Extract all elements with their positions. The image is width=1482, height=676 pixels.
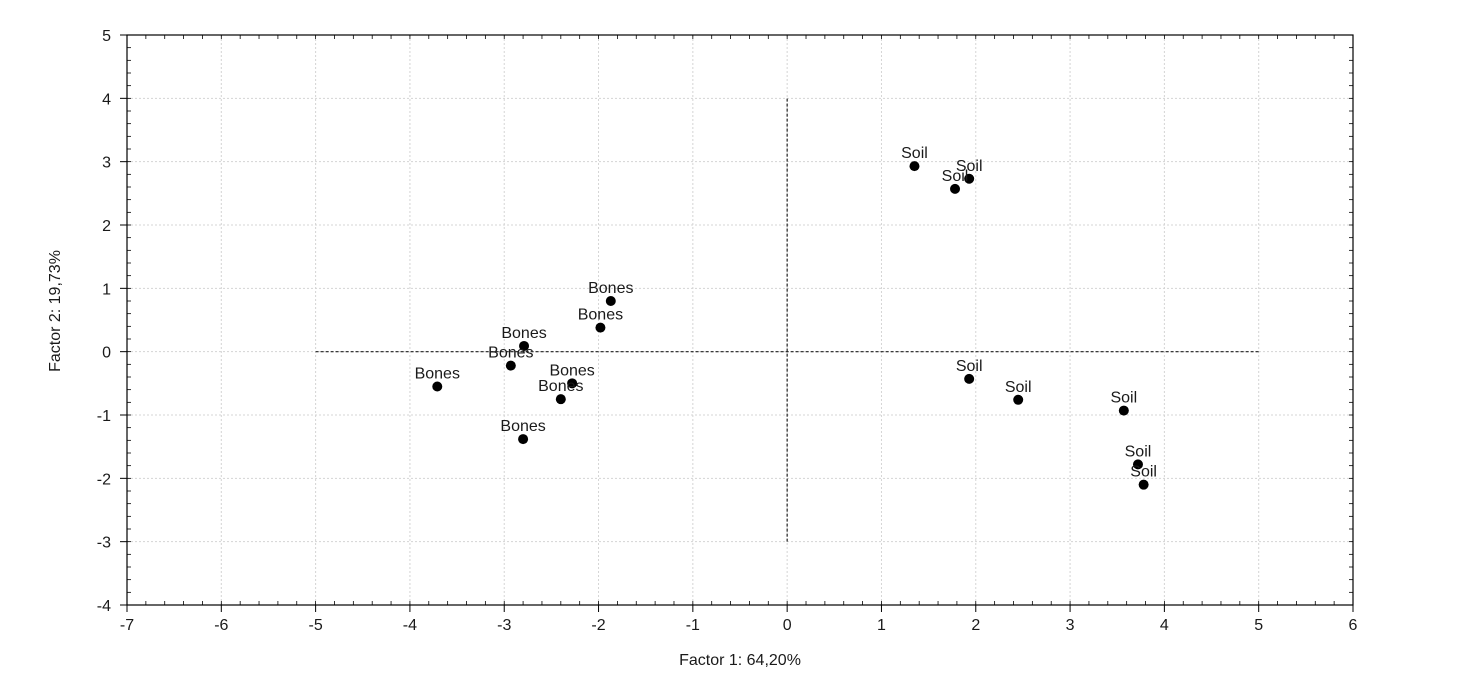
point-label-bones: Bones: [549, 362, 594, 379]
x-tick-label: -7: [120, 617, 134, 634]
data-point-soil: [964, 173, 975, 184]
y-tick-label: -3: [97, 535, 111, 552]
data-point-soil: [1132, 459, 1143, 470]
data-point-soil: [1138, 479, 1149, 490]
x-tick-label: 4: [1160, 617, 1169, 634]
x-tick-label: 0: [783, 617, 792, 634]
y-tick-label: 5: [102, 28, 111, 45]
x-axis-ticks: -7 -6 -5 -4 -3 -2 -1 0 1 2 3 4 5 6: [120, 605, 1358, 634]
x-tick-label: -1: [686, 617, 700, 634]
point-label-soil: Soil: [1130, 464, 1157, 481]
point-label-soil: Soil: [942, 168, 969, 185]
x-tick-label: 6: [1349, 617, 1358, 634]
point-label-soil: Soil: [901, 145, 928, 162]
point-label-bones: Bones: [588, 280, 633, 297]
data-point-bones: [555, 394, 566, 405]
x-tick-label: -4: [403, 617, 417, 634]
point-label-bones: Bones: [538, 378, 583, 395]
data-point-soil: [964, 373, 975, 384]
y-tick-label: 0: [102, 345, 111, 362]
x-tick-label: 1: [877, 617, 886, 634]
x-tick-label: -2: [591, 617, 605, 634]
x-tick-label: 2: [971, 617, 980, 634]
point-label-bones: Bones: [501, 325, 546, 342]
x-tick-label: 3: [1066, 617, 1075, 634]
y-tick-label: 3: [102, 155, 111, 172]
point-label-soil: Soil: [1125, 443, 1152, 460]
data-point-soil: [909, 161, 920, 172]
data-point-soil: [950, 183, 961, 194]
point-label-soil: Soil: [956, 158, 983, 175]
data-point-bones: [605, 296, 616, 306]
x-axis-title: Factor 1: 64,20%: [679, 652, 801, 669]
reference-lines: [315, 98, 1259, 542]
point-label-soil: Soil: [956, 358, 983, 375]
point-label-bones: Bones: [578, 307, 623, 324]
y-tick-label: 1: [102, 281, 111, 298]
plot-area: [127, 35, 1353, 605]
x-tick-label: -3: [497, 617, 511, 634]
y-tick-label: -1: [97, 408, 111, 425]
y-tick-label: 4: [102, 91, 111, 108]
y-axis-ticks: 5 4 3 2 1 0 -1 -2 -3 -4: [97, 28, 127, 615]
y-tick-label: 2: [102, 218, 111, 235]
point-label-bones: Bones: [488, 345, 533, 362]
x-tick-label: 5: [1254, 617, 1263, 634]
data-point-bones: [567, 378, 578, 389]
point-label-soil: Soil: [1110, 390, 1137, 407]
data-point-soil: [1013, 394, 1024, 405]
data-point-bones: [432, 381, 443, 392]
x-tick-label: -5: [308, 617, 322, 634]
x-tick-label: -6: [214, 617, 228, 634]
data-point-bones: [595, 322, 606, 333]
y-tick-label: -2: [97, 471, 111, 488]
data-point-soil: [1118, 405, 1129, 416]
data-points: [432, 161, 1149, 490]
plot-frame: [126, 34, 1354, 606]
point-label-soil: Soil: [1005, 379, 1032, 396]
y-axis-title: Factor 2: 19,73%: [47, 250, 64, 372]
data-point-bones: [518, 434, 529, 445]
y-tick-label: -4: [97, 598, 111, 615]
point-label-bones: Bones: [500, 418, 545, 435]
data-point-bones: [519, 340, 530, 351]
data-point-bones: [505, 360, 516, 371]
point-label-bones: Bones: [415, 366, 460, 383]
